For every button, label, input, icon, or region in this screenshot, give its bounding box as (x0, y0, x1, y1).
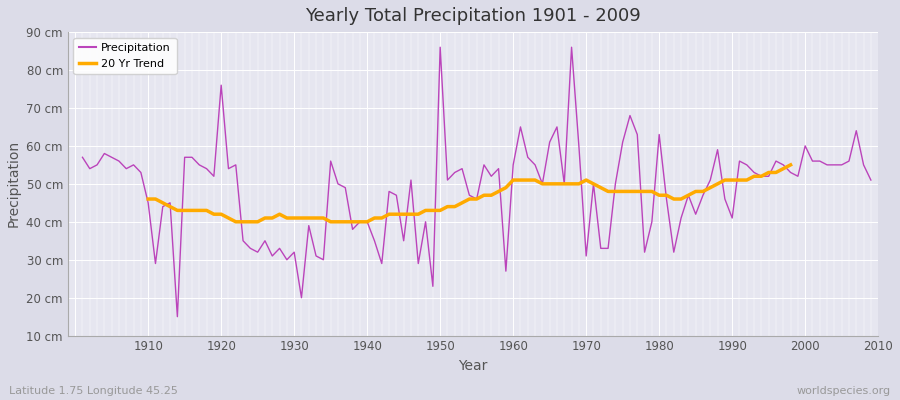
Title: Yearly Total Precipitation 1901 - 2009: Yearly Total Precipitation 1901 - 2009 (305, 7, 641, 25)
Text: worldspecies.org: worldspecies.org (796, 386, 891, 396)
X-axis label: Year: Year (458, 359, 488, 373)
Text: Latitude 1.75 Longitude 45.25: Latitude 1.75 Longitude 45.25 (9, 386, 178, 396)
Legend: Precipitation, 20 Yr Trend: Precipitation, 20 Yr Trend (74, 38, 176, 74)
Y-axis label: Precipitation: Precipitation (7, 140, 21, 228)
